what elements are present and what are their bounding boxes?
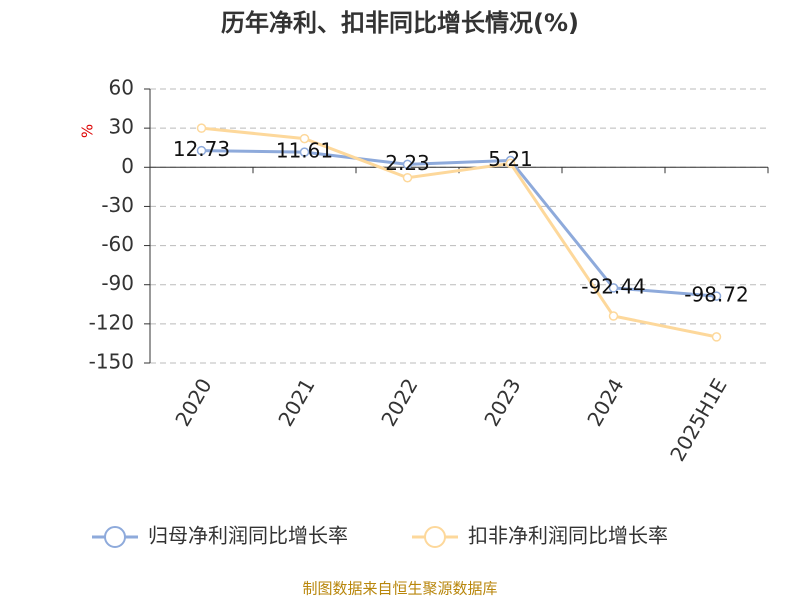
- y-tick-label: -60: [101, 232, 134, 256]
- data-label: 5.21: [488, 147, 533, 171]
- x-tick-label: 2022: [376, 374, 422, 430]
- chart-title: 历年净利、扣非同比增长情况(%): [221, 9, 579, 37]
- x-tick-label: 2020: [170, 374, 216, 430]
- point: [711, 332, 722, 342]
- point: [402, 159, 413, 170]
- y-tick-label: 30: [109, 115, 134, 139]
- legend-label: 归母净利润同比增长率: [148, 524, 348, 548]
- legend-label: 扣非净利润同比增长率: [468, 524, 668, 548]
- y-tick-label: 0: [121, 154, 134, 178]
- x-tick-label: 2025H1E: [665, 374, 731, 465]
- data-label: -92.44: [581, 274, 645, 298]
- source: 制图数据来自恒生聚源数据库: [302, 580, 497, 598]
- legend-marker: [104, 526, 126, 548]
- y-tick-label: -30: [101, 193, 134, 217]
- y-tick-label: -90: [101, 271, 134, 295]
- series-line: [201, 149, 717, 298]
- data-label: -98.72: [684, 283, 748, 307]
- point: [608, 283, 619, 293]
- point: [505, 158, 516, 169]
- point: [402, 172, 413, 183]
- point: [196, 145, 207, 156]
- point: [711, 291, 722, 301]
- data-label: 11.61: [276, 139, 333, 163]
- x-tick-label: 2024: [582, 374, 628, 430]
- x-tick-label: 2021: [273, 374, 319, 430]
- point: [299, 133, 310, 144]
- data-label: 12.73: [173, 137, 230, 161]
- y-tick-label: -150: [89, 350, 134, 374]
- data-label: 2.23: [385, 151, 430, 175]
- x-tick-label: 2023: [479, 374, 525, 430]
- y-axis-label: %: [79, 124, 97, 138]
- point: [196, 123, 207, 133]
- legend-marker: [424, 526, 446, 548]
- y-tick-label: 60: [109, 76, 134, 100]
- point: [608, 311, 619, 321]
- y-tick-label: -120: [89, 310, 134, 334]
- point: [299, 147, 310, 157]
- series-line: [201, 126, 717, 339]
